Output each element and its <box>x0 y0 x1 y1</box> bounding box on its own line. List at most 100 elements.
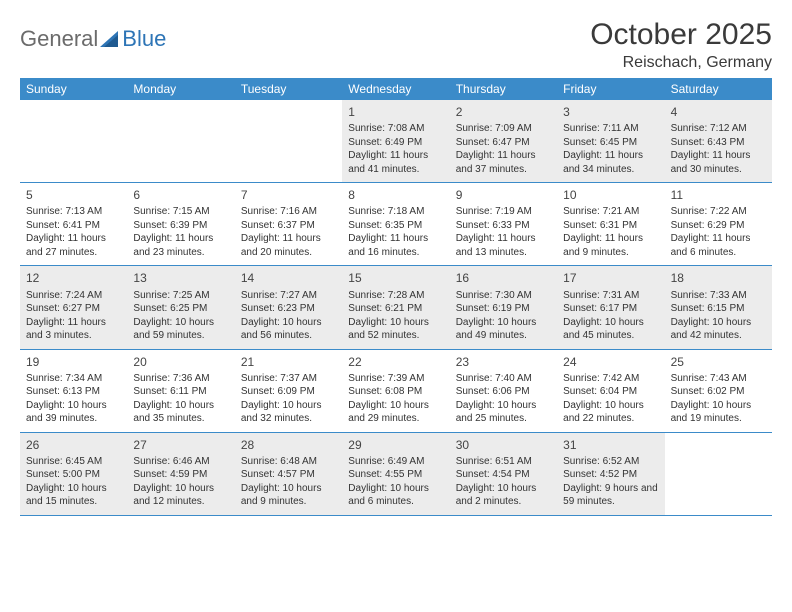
week-row: 26Sunrise: 6:45 AMSunset: 5:00 PMDayligh… <box>20 433 772 516</box>
sunset-text: Sunset: 4:54 PM <box>456 468 551 482</box>
sunset-text: Sunset: 6:09 PM <box>241 385 336 399</box>
day-cell: 8Sunrise: 7:18 AMSunset: 6:35 PMDaylight… <box>342 183 449 265</box>
weekday-header-row: SundayMondayTuesdayWednesdayThursdayFrid… <box>20 78 772 100</box>
weekday-cell: Monday <box>127 78 234 100</box>
day-number: 21 <box>241 354 336 370</box>
daylight-text: Daylight: 11 hours and 3 minutes. <box>26 316 121 343</box>
sunrise-text: Sunrise: 7:34 AM <box>26 372 121 386</box>
day-number: 29 <box>348 437 443 453</box>
day-number: 11 <box>671 187 766 203</box>
daylight-text: Daylight: 11 hours and 34 minutes. <box>563 149 658 176</box>
sunrise-text: Sunrise: 6:45 AM <box>26 455 121 469</box>
day-number: 12 <box>26 270 121 286</box>
sunrise-text: Sunrise: 7:15 AM <box>133 205 228 219</box>
day-cell: 20Sunrise: 7:36 AMSunset: 6:11 PMDayligh… <box>127 350 234 432</box>
daylight-text: Daylight: 11 hours and 6 minutes. <box>671 232 766 259</box>
daylight-text: Daylight: 10 hours and 45 minutes. <box>563 316 658 343</box>
day-cell: 1 Sunrise: 7:08 AMSunset: 6:49 PMDaylight… <box>342 100 449 182</box>
sunrise-text: Sunrise: 7:11 AM <box>563 122 658 136</box>
day-cell: 9Sunrise: 7:19 AMSunset: 6:33 PMDaylight… <box>450 183 557 265</box>
sunset-text: Sunset: 6:45 PM <box>563 136 658 150</box>
day-cell: 5Sunrise: 7:13 AMSunset: 6:41 PMDaylight… <box>20 183 127 265</box>
daylight-text: Daylight: 10 hours and 39 minutes. <box>26 399 121 426</box>
sunset-text: Sunset: 6:02 PM <box>671 385 766 399</box>
sunset-text: Sunset: 6:41 PM <box>26 219 121 233</box>
empty-cell <box>20 100 127 182</box>
day-number: 20 <box>133 354 228 370</box>
daylight-text: Daylight: 11 hours and 41 minutes. <box>348 149 443 176</box>
day-number: 17 <box>563 270 658 286</box>
daylight-text: Daylight: 10 hours and 42 minutes. <box>671 316 766 343</box>
day-cell: 27Sunrise: 6:46 AMSunset: 4:59 PMDayligh… <box>127 433 234 515</box>
logo-text-general: General <box>20 26 98 52</box>
sunrise-text: Sunrise: 7:08 AM <box>348 122 443 136</box>
sunrise-text: Sunrise: 7:30 AM <box>456 289 551 303</box>
sunset-text: Sunset: 6:33 PM <box>456 219 551 233</box>
sunrise-text: Sunrise: 7:37 AM <box>241 372 336 386</box>
daylight-text: Daylight: 10 hours and 22 minutes. <box>563 399 658 426</box>
day-number: 7 <box>241 187 336 203</box>
sunset-text: Sunset: 6:15 PM <box>671 302 766 316</box>
daylight-text: Daylight: 9 hours and 59 minutes. <box>563 482 658 509</box>
sunset-text: Sunset: 6:08 PM <box>348 385 443 399</box>
sunset-text: Sunset: 6:49 PM <box>348 136 443 150</box>
logo: General Blue <box>20 18 166 52</box>
sunset-text: Sunset: 6:11 PM <box>133 385 228 399</box>
sunrise-text: Sunrise: 7:43 AM <box>671 372 766 386</box>
daylight-text: Daylight: 10 hours and 6 minutes. <box>348 482 443 509</box>
day-cell: 14Sunrise: 7:27 AMSunset: 6:23 PMDayligh… <box>235 266 342 348</box>
sunrise-text: Sunrise: 7:09 AM <box>456 122 551 136</box>
sunset-text: Sunset: 6:47 PM <box>456 136 551 150</box>
sunset-text: Sunset: 4:55 PM <box>348 468 443 482</box>
day-number: 19 <box>26 354 121 370</box>
sunrise-text: Sunrise: 6:51 AM <box>456 455 551 469</box>
sunset-text: Sunset: 4:59 PM <box>133 468 228 482</box>
day-number: 4 <box>671 104 766 120</box>
day-cell: 25Sunrise: 7:43 AMSunset: 6:02 PMDayligh… <box>665 350 772 432</box>
header: General Blue October 2025 Reischach, Ger… <box>20 18 772 72</box>
day-cell: 18Sunrise: 7:33 AMSunset: 6:15 PMDayligh… <box>665 266 772 348</box>
day-number: 1 <box>348 104 443 120</box>
day-number: 16 <box>456 270 551 286</box>
day-cell: 31Sunrise: 6:52 AMSunset: 4:52 PMDayligh… <box>557 433 664 515</box>
sunset-text: Sunset: 6:37 PM <box>241 219 336 233</box>
daylight-text: Daylight: 11 hours and 23 minutes. <box>133 232 228 259</box>
weekday-cell: Tuesday <box>235 78 342 100</box>
sunrise-text: Sunrise: 7:36 AM <box>133 372 228 386</box>
sunset-text: Sunset: 6:19 PM <box>456 302 551 316</box>
day-cell: 11Sunrise: 7:22 AMSunset: 6:29 PMDayligh… <box>665 183 772 265</box>
sunset-text: Sunset: 6:31 PM <box>563 219 658 233</box>
day-cell: 10Sunrise: 7:21 AMSunset: 6:31 PMDayligh… <box>557 183 664 265</box>
sunset-text: Sunset: 6:39 PM <box>133 219 228 233</box>
sunrise-text: Sunrise: 7:18 AM <box>348 205 443 219</box>
daylight-text: Daylight: 10 hours and 2 minutes. <box>456 482 551 509</box>
day-number: 8 <box>348 187 443 203</box>
daylight-text: Daylight: 10 hours and 25 minutes. <box>456 399 551 426</box>
day-cell: 26Sunrise: 6:45 AMSunset: 5:00 PMDayligh… <box>20 433 127 515</box>
sunrise-text: Sunrise: 6:48 AM <box>241 455 336 469</box>
sunrise-text: Sunrise: 7:22 AM <box>671 205 766 219</box>
week-row: 5Sunrise: 7:13 AMSunset: 6:41 PMDaylight… <box>20 183 772 266</box>
page-title: October 2025 <box>590 18 772 52</box>
daylight-text: Daylight: 11 hours and 30 minutes. <box>671 149 766 176</box>
sunrise-text: Sunrise: 7:19 AM <box>456 205 551 219</box>
sunset-text: Sunset: 4:52 PM <box>563 468 658 482</box>
sunset-text: Sunset: 5:00 PM <box>26 468 121 482</box>
day-cell: 22Sunrise: 7:39 AMSunset: 6:08 PMDayligh… <box>342 350 449 432</box>
sunrise-text: Sunrise: 7:33 AM <box>671 289 766 303</box>
day-number: 5 <box>26 187 121 203</box>
daylight-text: Daylight: 10 hours and 9 minutes. <box>241 482 336 509</box>
day-cell: 12Sunrise: 7:24 AMSunset: 6:27 PMDayligh… <box>20 266 127 348</box>
day-number: 28 <box>241 437 336 453</box>
sunset-text: Sunset: 6:23 PM <box>241 302 336 316</box>
day-number: 30 <box>456 437 551 453</box>
sunrise-text: Sunrise: 7:21 AM <box>563 205 658 219</box>
day-number: 24 <box>563 354 658 370</box>
sunset-text: Sunset: 6:04 PM <box>563 385 658 399</box>
sunrise-text: Sunrise: 7:28 AM <box>348 289 443 303</box>
sunset-text: Sunset: 6:17 PM <box>563 302 658 316</box>
day-cell: 24Sunrise: 7:42 AMSunset: 6:04 PMDayligh… <box>557 350 664 432</box>
weeks-container: 1Sunrise: 7:08 AMSunset: 6:49 PMDaylight… <box>20 100 772 516</box>
day-cell: 4Sunrise: 7:12 AMSunset: 6:43 PMDaylight… <box>665 100 772 182</box>
weekday-cell: Wednesday <box>342 78 449 100</box>
